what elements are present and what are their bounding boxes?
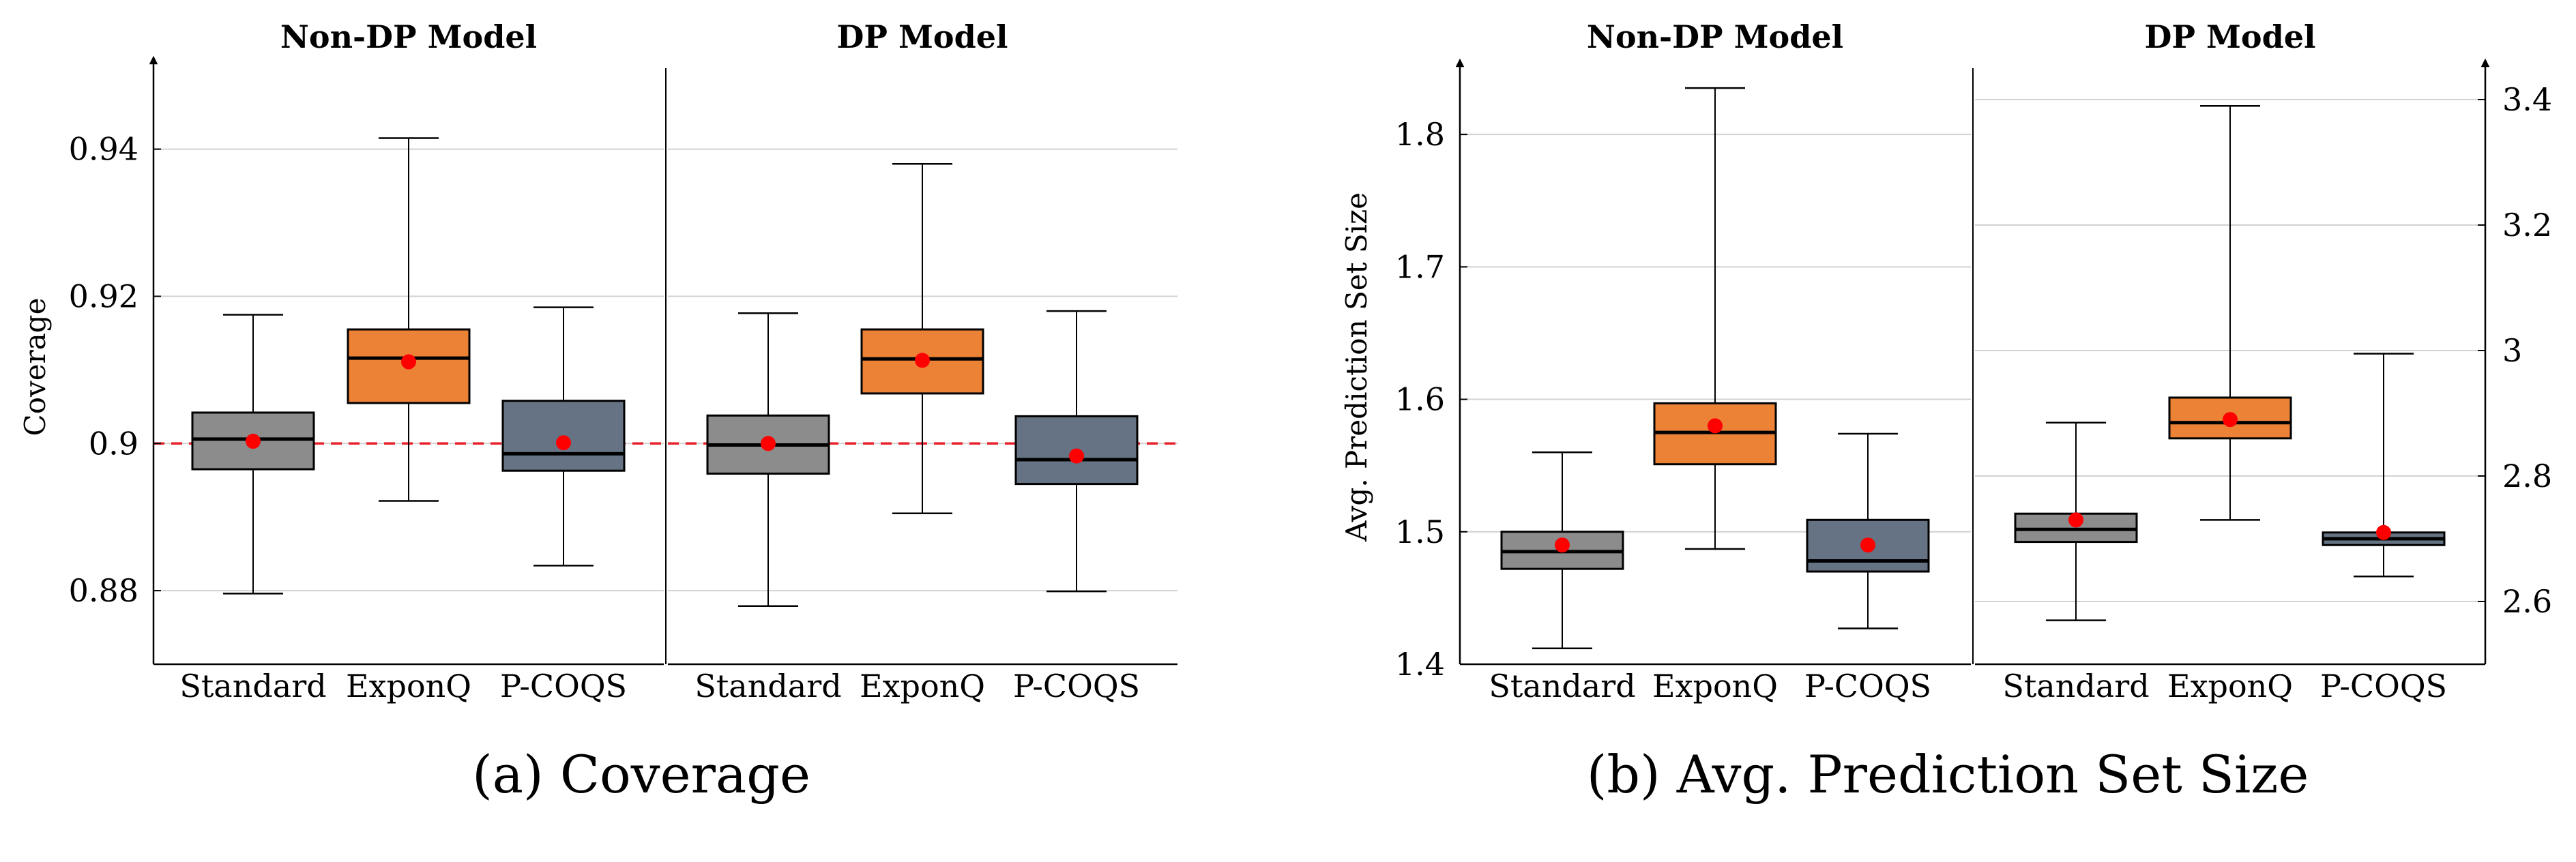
set-size-left-ytick-label-4: 1.8 <box>1395 116 1445 153</box>
set-size-dp-xtick-exponq: ExponQ <box>2167 668 2293 704</box>
set-size-right-ytick-label-1: 2.8 <box>2502 458 2552 494</box>
coverage-dp-standard-mean-marker <box>761 436 776 451</box>
coverage-y-ticks: 0.88 0.9 0.92 0.94 <box>69 131 161 609</box>
set-size-right-panel-title: DP Model <box>2144 18 2315 55</box>
coverage-nondp-xtick-exponq: ExponQ <box>346 668 471 704</box>
set-size-left-ytick-label-0: 1.4 <box>1395 646 1445 683</box>
set-size-left-panel-title: Non-DP Model <box>1587 18 1843 55</box>
coverage-ytick-label-1: 0.9 <box>89 425 138 462</box>
coverage-boxes <box>191 137 1139 608</box>
coverage-ytick-label-0: 0.88 <box>69 572 138 609</box>
set-size-right-ytick-label-3: 3.2 <box>2502 207 2552 243</box>
coverage-ytick-label-2: 0.92 <box>69 278 138 314</box>
set-size-figure: 1.4 1.5 1.6 1.7 1.8 2.6 2.8 3 3.2 3.4 Non-DP Mode… <box>1340 18 2552 805</box>
coverage-nondp-xtick-standard: Standard <box>179 668 326 704</box>
set-size-right-ytick-label-4: 3.4 <box>2502 81 2552 118</box>
set-size-y-label: Avg. Prediction Set Size <box>1340 192 1373 542</box>
coverage-dp-exponq-mean-marker <box>915 353 930 368</box>
set-size-nondp-xtick-exponq: ExponQ <box>1652 668 1778 704</box>
coverage-y-label: Coverage <box>18 298 52 436</box>
set-size-right-ytick-label-2: 3 <box>2502 332 2522 369</box>
coverage-nondp-exponq-mean-marker <box>401 354 416 370</box>
set-size-dp-exponq-mean-marker <box>2223 412 2238 428</box>
set-size-left-ytick-label-1: 1.5 <box>1395 514 1445 550</box>
set-size-nondp-xtick-p-coqs: P-COQS <box>1804 668 1931 704</box>
coverage-right-panel-title: DP Model <box>836 18 1008 55</box>
coverage-dp-p-coqs-mean-marker <box>1069 448 1084 464</box>
set-size-dp-standard-mean-marker <box>2068 512 2083 528</box>
set-size-nondp-xtick-standard: Standard <box>1489 668 1635 704</box>
coverage-dp-xtick-exponq: ExponQ <box>860 668 985 704</box>
coverage-nondp-p-coqs-mean-marker <box>556 435 571 451</box>
set-size-boxes <box>1500 87 2446 649</box>
coverage-figure: 0.88 0.9 0.92 0.94 Non-DP Model DP Model Co… <box>18 18 1177 805</box>
set-size-left-ytick-label-3: 1.7 <box>1395 248 1445 285</box>
set-size-nondp-standard-mean-marker <box>1555 537 1570 553</box>
coverage-nondp-standard-mean-marker <box>246 434 261 449</box>
set-size-nondp-p-coqs-mean-marker <box>1860 537 1875 553</box>
set-size-dp-xtick-p-coqs: P-COQS <box>2320 668 2447 704</box>
set-size-caption: (b) Avg. Prediction Set Size <box>1587 744 2309 805</box>
set-size-dp-p-coqs-mean-marker <box>2376 524 2391 540</box>
set-size-x-ticks: Standard ExponQ P-COQS Standard ExponQ P-COQS <box>1489 668 2447 704</box>
coverage-nondp-xtick-p-coqs: P-COQS <box>500 668 627 704</box>
set-size-dp-xtick-standard: Standard <box>2002 668 2149 704</box>
set-size-left-ytick-label-2: 1.6 <box>1395 381 1445 418</box>
set-size-nondp-exponq-mean-marker <box>1708 418 1723 434</box>
coverage-caption: (a) Coverage <box>472 744 810 805</box>
set-size-y-ticks: 1.4 1.5 1.6 1.7 1.8 2.6 2.8 3 3.2 3.4 <box>1395 81 2552 683</box>
coverage-left-panel-title: Non-DP Model <box>280 18 537 55</box>
coverage-dp-xtick-p-coqs: P-COQS <box>1013 668 1140 704</box>
coverage-ytick-label-3: 0.94 <box>69 131 138 168</box>
set-size-right-ytick-label-0: 2.6 <box>2502 583 2552 620</box>
coverage-x-ticks: Standard ExponQ P-COQS Standard ExponQ P-COQS <box>179 668 1140 704</box>
coverage-dp-xtick-standard: Standard <box>694 668 841 704</box>
